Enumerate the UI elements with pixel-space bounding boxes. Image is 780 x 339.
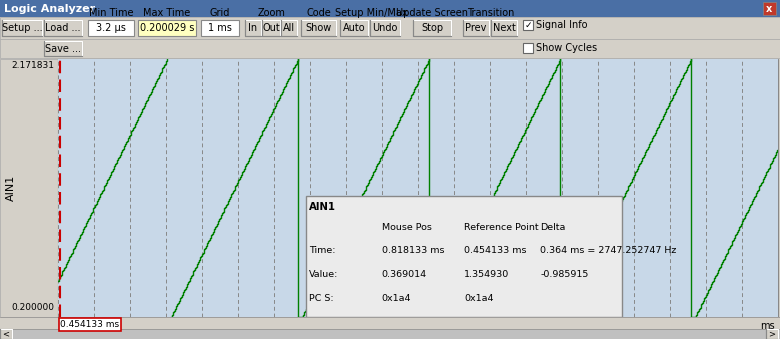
Bar <box>245 20 261 36</box>
Text: 0.454133 ms: 0.454133 ms <box>60 320 119 329</box>
Bar <box>262 20 280 36</box>
Text: 1 ms: 1 ms <box>208 23 232 33</box>
Text: Update Screen: Update Screen <box>396 8 469 18</box>
Text: 0.200029 s: 0.200029 s <box>140 23 194 33</box>
Bar <box>306 196 622 317</box>
Bar <box>0 59 58 317</box>
Bar <box>44 20 82 36</box>
Text: Show: Show <box>306 23 332 33</box>
Text: 0.818133 ms: 0.818133 ms <box>381 246 445 255</box>
Text: 0.369014: 0.369014 <box>381 270 427 279</box>
Text: Zoom: Zoom <box>258 8 286 18</box>
Text: x: x <box>766 3 772 14</box>
Text: 3.2 μs: 3.2 μs <box>96 23 126 33</box>
Text: Undo: Undo <box>372 23 398 33</box>
Bar <box>0 17 780 39</box>
Bar <box>0 39 780 58</box>
Text: PC S:: PC S: <box>310 294 334 303</box>
Bar <box>58 59 778 317</box>
Text: Delta: Delta <box>540 223 566 232</box>
Bar <box>0 0 780 17</box>
Text: Next: Next <box>492 23 516 33</box>
Bar <box>340 20 368 36</box>
Bar <box>523 43 533 53</box>
Bar <box>413 20 451 36</box>
Text: Out: Out <box>262 23 280 33</box>
Text: <: < <box>2 330 9 339</box>
Bar <box>201 20 239 36</box>
Bar <box>0 329 780 339</box>
Text: 0x1a4: 0x1a4 <box>464 294 494 303</box>
Bar <box>58 318 121 331</box>
Text: Reference Point: Reference Point <box>464 223 539 232</box>
Text: Auto: Auto <box>342 23 365 33</box>
Text: 2.171831: 2.171831 <box>11 61 54 70</box>
Text: 0.200000: 0.200000 <box>11 303 54 312</box>
Bar <box>463 20 489 36</box>
Text: -0.985915: -0.985915 <box>540 270 588 279</box>
Text: Setup Min/Max: Setup Min/Max <box>335 8 407 18</box>
Text: Code: Code <box>306 8 331 18</box>
Bar <box>766 329 778 339</box>
Bar <box>301 20 336 36</box>
Text: 0x1a4: 0x1a4 <box>381 294 411 303</box>
Bar <box>88 20 134 36</box>
Text: Setup ...: Setup ... <box>2 23 42 33</box>
Bar <box>138 20 196 36</box>
Text: 3.2 μs: 3.2 μs <box>61 321 91 331</box>
Bar <box>281 20 297 36</box>
Bar <box>523 20 533 30</box>
Text: >: > <box>768 330 775 339</box>
Text: Prev: Prev <box>466 23 487 33</box>
Bar <box>0 329 12 339</box>
Text: Show Cycles: Show Cycles <box>536 43 597 53</box>
Bar <box>0 317 780 339</box>
Text: 0.454133 ms: 0.454133 ms <box>464 246 526 255</box>
Text: Logic Analyzer: Logic Analyzer <box>4 3 95 14</box>
Bar <box>2 20 42 36</box>
Text: AIN1: AIN1 <box>6 175 16 201</box>
Text: Min Time: Min Time <box>89 8 133 18</box>
Text: Signal Info: Signal Info <box>536 20 587 30</box>
Text: 0.364 ms = 2747.252747 Hz: 0.364 ms = 2747.252747 Hz <box>540 246 676 255</box>
Bar <box>44 41 82 56</box>
Bar <box>370 20 400 36</box>
Bar <box>491 20 517 36</box>
Text: Grid: Grid <box>210 8 230 18</box>
Bar <box>58 302 112 315</box>
Text: Max Time: Max Time <box>144 8 190 18</box>
Text: All: All <box>283 23 295 33</box>
Text: Value:: Value: <box>310 270 339 279</box>
Text: AIN1: AIN1 <box>310 202 336 212</box>
Text: Stop: Stop <box>421 23 443 33</box>
Text: Mouse Pos: Mouse Pos <box>381 223 431 232</box>
Text: 1.354930: 1.354930 <box>464 270 509 279</box>
Text: In: In <box>249 23 257 33</box>
Text: Transition: Transition <box>467 8 515 18</box>
Text: 1.354930: 1.354930 <box>64 304 107 313</box>
Text: Time:: Time: <box>310 246 335 255</box>
Bar <box>763 2 776 15</box>
Text: ✓: ✓ <box>524 20 532 29</box>
Text: Load ...: Load ... <box>45 23 81 33</box>
Text: Save ...: Save ... <box>45 43 81 54</box>
Text: ms: ms <box>760 321 775 331</box>
